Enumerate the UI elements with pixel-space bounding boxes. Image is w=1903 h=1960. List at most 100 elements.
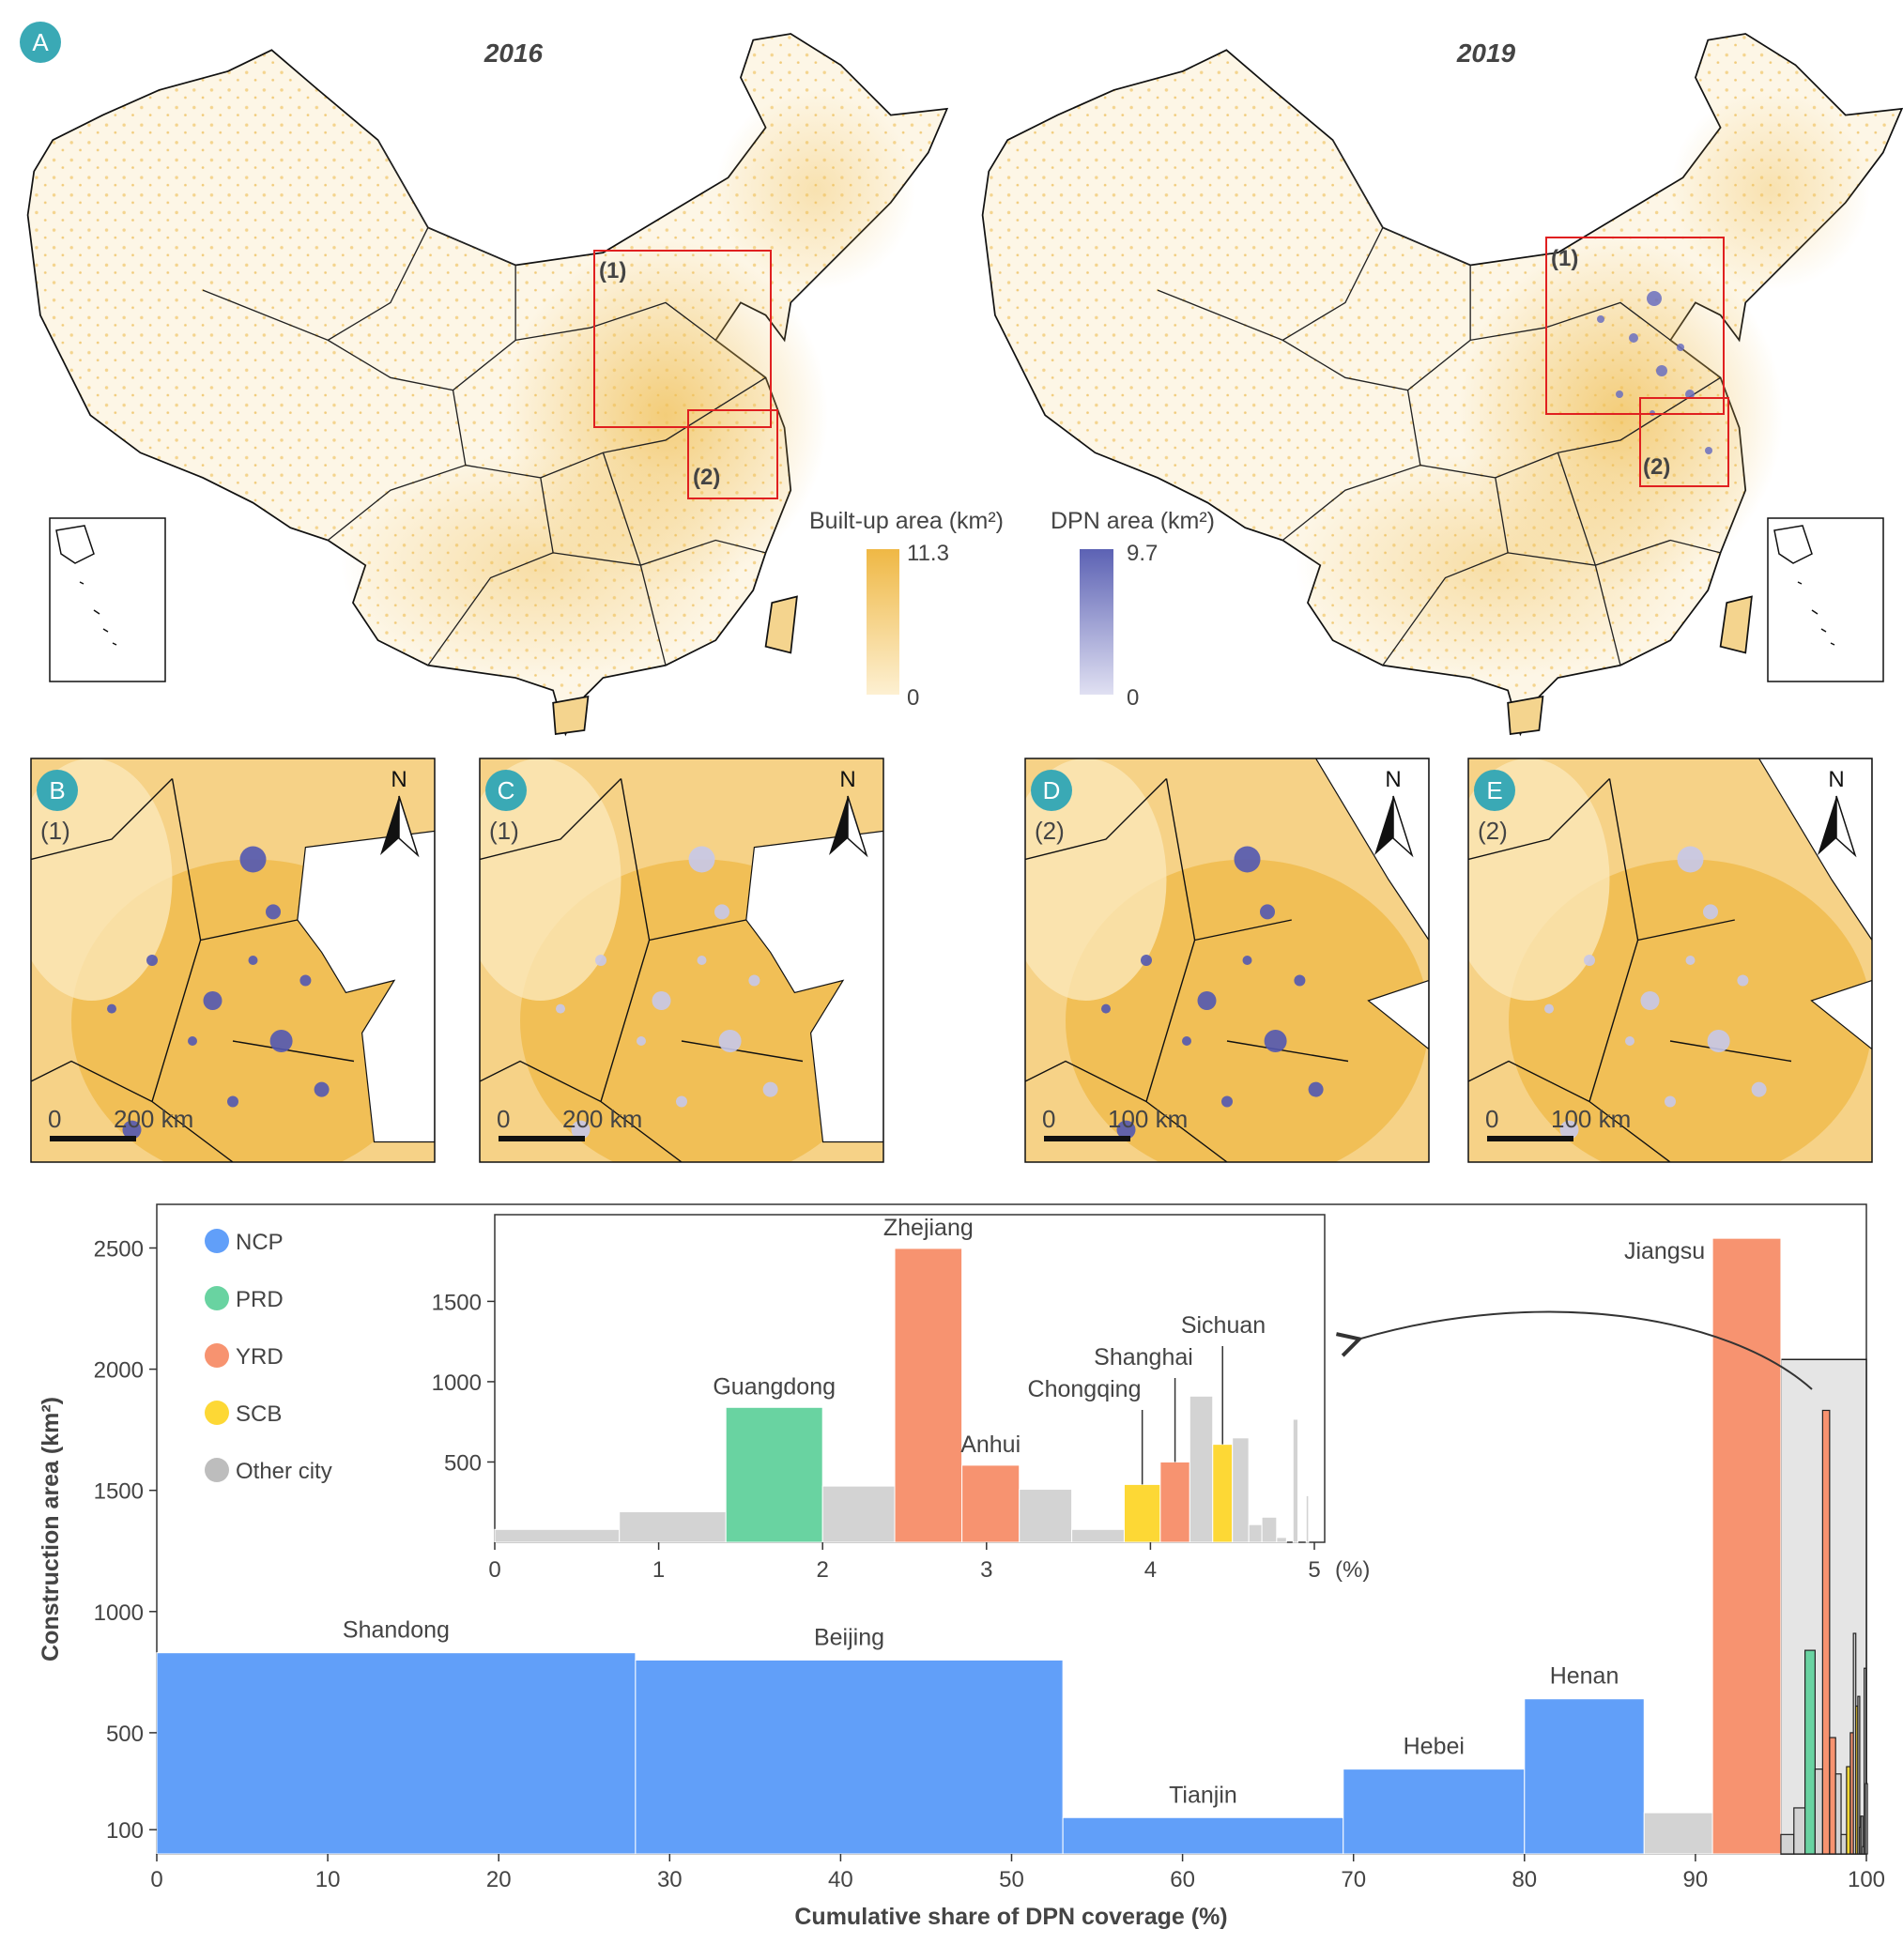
inset-x-tick-label: 1: [652, 1557, 665, 1583]
scale-bar: [499, 1136, 585, 1141]
detail-bar: [1821, 1409, 1831, 1855]
dpn-patch: [1584, 955, 1595, 966]
legend-builtup-colorbar: [867, 549, 899, 695]
legend-label: SCB: [236, 1401, 282, 1427]
detail-bar: [1860, 1815, 1864, 1855]
scale-bar-zero: 0: [1485, 1105, 1498, 1133]
dpn-patch: [314, 1081, 330, 1097]
x-tick-label: 30: [657, 1867, 683, 1892]
x-tick-label: 80: [1512, 1867, 1537, 1892]
bar-label: Sichuan: [1181, 1312, 1266, 1339]
dpn-patch: [1197, 991, 1217, 1010]
legend-dpn-title: DPN area (km²): [1051, 508, 1215, 534]
inset-bar-other: [1232, 1437, 1250, 1543]
scale-bar-label: 100 km: [1108, 1105, 1188, 1133]
bar-beijing: [635, 1659, 1064, 1855]
north-label: N: [1828, 767, 1844, 792]
region-box-2: [687, 409, 778, 499]
sea-area: [1314, 758, 1429, 942]
dpn-patch: [1294, 974, 1306, 987]
dpn-patch: [748, 974, 760, 987]
panel-frame: [1467, 758, 1873, 1163]
legend-builtup-max: 11.3: [907, 541, 949, 566]
main-x-axis-label: Cumulative share of DPN coverage (%): [794, 1904, 1227, 1930]
province-boundaries: [1025, 778, 1349, 1162]
dpn-patch: [571, 1120, 591, 1140]
inset-bar-other: [821, 1485, 896, 1543]
main-bars: Shandong Beijing Tianjin Hebei Henan Jiangsu: [156, 1237, 1868, 1855]
y-tick-label: 100: [106, 1818, 144, 1844]
north-arrow-icon: [1818, 796, 1836, 855]
region-label: (2): [1035, 817, 1065, 845]
province-boundaries: [31, 778, 355, 1162]
dpn-patch: [718, 1030, 742, 1052]
panel-frame: [30, 758, 436, 1163]
scale-bar-zero: 0: [48, 1105, 61, 1133]
dpn-patch: [1751, 1081, 1767, 1097]
legend-label: YRD: [236, 1344, 284, 1370]
y-tick-label: 2000: [94, 1358, 144, 1384]
region-box-1-label: (1): [1551, 246, 1578, 271]
inset-bar-other: [1189, 1395, 1214, 1543]
region-box-1: [1545, 237, 1725, 415]
dpn-patch: [652, 991, 671, 1010]
dpn-patch: [1640, 991, 1660, 1010]
dpn-patch: [1182, 1036, 1191, 1046]
region-label: (1): [40, 817, 70, 845]
inset-x-unit: (%): [1335, 1557, 1370, 1583]
bar-label: Zhejiang: [883, 1215, 974, 1241]
inset-x-tick-label: 2: [817, 1557, 829, 1583]
panel-badge: [1474, 770, 1515, 811]
inset-bar-other: [619, 1510, 727, 1543]
bar-label: Anhui: [960, 1432, 1021, 1458]
dpn-patch: [688, 846, 715, 873]
legend-label: NCP: [236, 1230, 284, 1255]
inset-bar-other: [494, 1528, 621, 1543]
region-label: (1): [489, 817, 519, 845]
dpn-patch: [122, 1120, 142, 1140]
south-china-sea-inset: [1767, 517, 1884, 682]
panel-a: A 2016 (1) (2) 2019 (1) (2): [20, 22, 1903, 735]
x-tick-label: 20: [486, 1867, 512, 1892]
legend-swatch-prd: [205, 1286, 229, 1310]
zoom-arrow: [1358, 1310, 1813, 1390]
legend-label: Other city: [236, 1459, 332, 1484]
region-box-1: [593, 250, 772, 428]
panel-badge-label: D: [1043, 776, 1061, 804]
inset-y-tick-label: 500: [444, 1450, 482, 1476]
dpn-patch: [269, 1030, 293, 1052]
north-arrow-icon: [380, 796, 399, 855]
panel-badge-label: C: [498, 776, 515, 804]
province-boundaries: [1468, 778, 1792, 1162]
south-china-sea-inset: [49, 517, 166, 682]
dpn-patch: [1685, 956, 1696, 965]
inset-bar-anhui: [961, 1464, 1021, 1543]
panel-badge-a: [20, 22, 61, 63]
x-tick-label: 10: [315, 1867, 341, 1892]
region-box-2: [1639, 397, 1729, 487]
detail-bar: [1814, 1769, 1823, 1855]
legend-builtup-title: Built-up area (km²): [809, 508, 1004, 534]
dpn-patch: [1707, 1030, 1730, 1052]
panel-badge: [37, 770, 78, 811]
main-chart: Shandong BeijingTianjinHebeiHenanJiangsu …: [38, 1203, 1885, 1930]
bar-tianjin: [1062, 1816, 1344, 1855]
main-legend: NCP PRD YRD SCB Other city: [205, 1229, 332, 1484]
inset-bar-other: [1071, 1528, 1125, 1543]
x-tick-label: 70: [1341, 1867, 1366, 1892]
bar-label: Tianjin: [1169, 1782, 1237, 1808]
scale-bar: [1044, 1136, 1130, 1141]
panel-frame: [1024, 758, 1430, 1163]
dpn-patch: [1308, 1081, 1324, 1097]
dpn-patch: [1559, 1120, 1579, 1140]
legend-swatch-yrd: [205, 1343, 229, 1368]
dpn-patch: [1242, 956, 1252, 965]
inset-bars: Guangdong Zhejiang Anhui Chongqing Shanghai S…: [494, 1215, 1310, 1543]
inset-bar-other: [1276, 1537, 1287, 1543]
dpn-patch: [714, 904, 729, 920]
dpn-patch: [146, 955, 158, 966]
dpn-patch: [1234, 846, 1261, 873]
dpn-patch: [203, 991, 223, 1010]
inset-y-tick-label: 1000: [432, 1370, 482, 1396]
